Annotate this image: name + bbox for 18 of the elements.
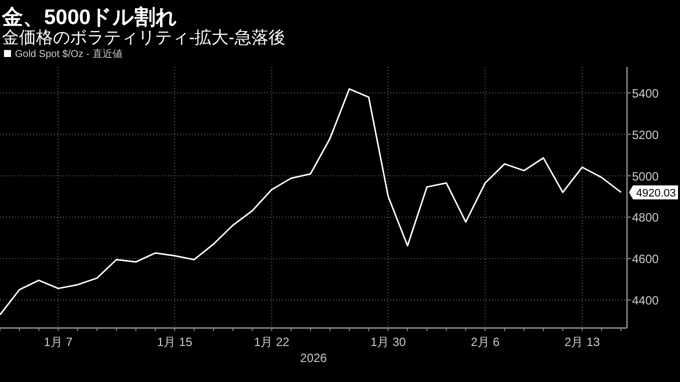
x-tick-label: 2月 6 <box>470 335 500 349</box>
x-axis-title: 2026 <box>300 351 328 365</box>
y-tick-label: 4800 <box>632 210 660 225</box>
x-tick-label: 1月 7 <box>44 335 73 349</box>
y-tick-label: 5200 <box>632 128 660 142</box>
line-series <box>0 88 622 316</box>
chart-subtitle: 金価格のボラティリティ-拡大-急落後 <box>2 28 286 47</box>
y-tick-label: 4400 <box>632 294 660 308</box>
y-tick-label: 5000 <box>632 169 660 184</box>
y-tick-label: 4600 <box>632 252 660 266</box>
x-tick-label: 1月 30 <box>370 335 406 349</box>
chart-title: 金、5000ドル割れ <box>1 5 178 29</box>
y-tick-label: 5400 <box>632 86 660 100</box>
data-label: 4920.03 <box>636 187 676 200</box>
x-tick-label: 1月 22 <box>254 335 290 349</box>
x-tick-label: 2月 13 <box>564 335 600 349</box>
x-tick-label: 1月 15 <box>156 335 193 349</box>
legend-label: Gold Spot $/Oz - 直近値 <box>15 48 122 60</box>
